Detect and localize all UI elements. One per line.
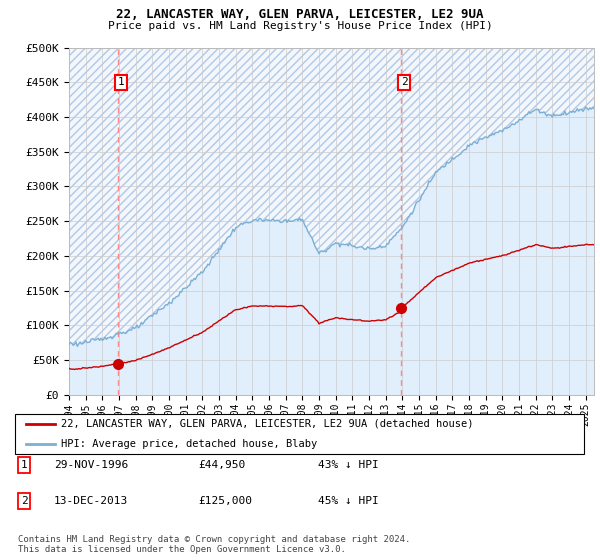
Text: 2: 2: [401, 77, 407, 87]
Text: Contains HM Land Registry data © Crown copyright and database right 2024.
This d: Contains HM Land Registry data © Crown c…: [18, 535, 410, 554]
Text: 29-NOV-1996: 29-NOV-1996: [54, 460, 128, 470]
Text: 1: 1: [20, 460, 28, 470]
Text: £44,950: £44,950: [198, 460, 245, 470]
Text: £125,000: £125,000: [198, 496, 252, 506]
Text: 1: 1: [118, 77, 124, 87]
Text: Price paid vs. HM Land Registry's House Price Index (HPI): Price paid vs. HM Land Registry's House …: [107, 21, 493, 31]
Text: HPI: Average price, detached house, Blaby: HPI: Average price, detached house, Blab…: [61, 439, 317, 449]
Text: 2: 2: [20, 496, 28, 506]
Text: 13-DEC-2013: 13-DEC-2013: [54, 496, 128, 506]
FancyBboxPatch shape: [15, 414, 584, 454]
Text: 45% ↓ HPI: 45% ↓ HPI: [318, 496, 379, 506]
Text: 43% ↓ HPI: 43% ↓ HPI: [318, 460, 379, 470]
Text: 22, LANCASTER WAY, GLEN PARVA, LEICESTER, LE2 9UA: 22, LANCASTER WAY, GLEN PARVA, LEICESTER…: [116, 8, 484, 21]
Text: 22, LANCASTER WAY, GLEN PARVA, LEICESTER, LE2 9UA (detached house): 22, LANCASTER WAY, GLEN PARVA, LEICESTER…: [61, 419, 473, 429]
